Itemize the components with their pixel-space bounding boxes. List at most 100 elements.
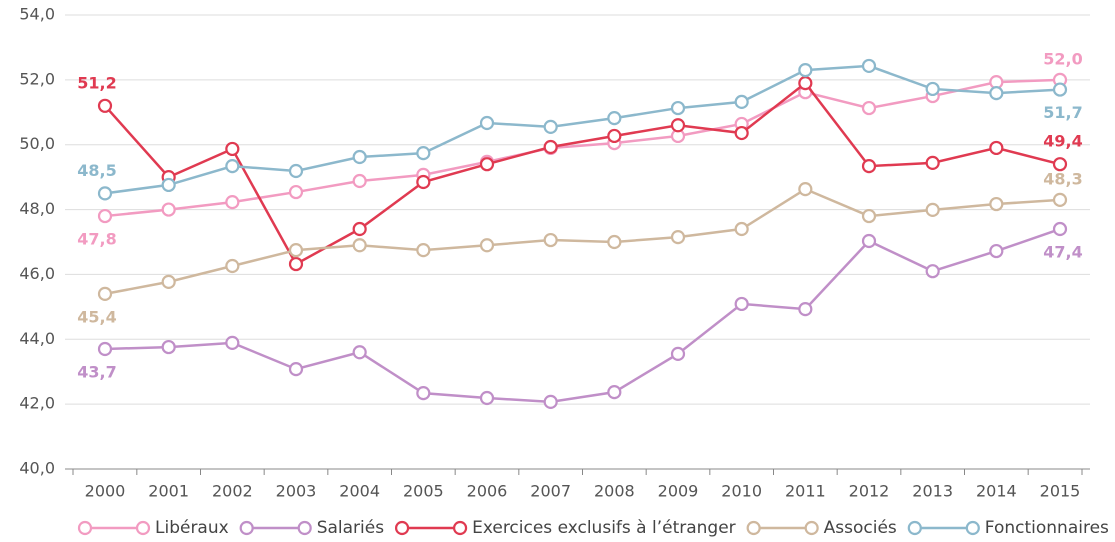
line [104, 78, 1061, 218]
point [543, 119, 558, 134]
point [352, 221, 367, 237]
point [161, 177, 176, 193]
y-tick-label: 52,0 [19, 69, 55, 88]
value-label: 51,7 [1043, 103, 1082, 122]
point [670, 230, 686, 245]
value-label: 51,2 [77, 73, 116, 92]
point [288, 362, 304, 377]
value-label: 52,0 [1043, 49, 1082, 68]
x-tick-label: 2013 [912, 482, 953, 501]
value-label: 48,5 [77, 161, 116, 180]
legend-marker [239, 520, 254, 536]
point [861, 100, 877, 116]
x-tick-label: 2008 [594, 482, 635, 501]
point [97, 286, 113, 301]
point [1052, 82, 1068, 97]
point [288, 243, 304, 258]
point [989, 140, 1004, 156]
point [352, 345, 367, 360]
point [925, 81, 940, 97]
point [1052, 157, 1068, 172]
point [989, 196, 1004, 212]
point [416, 174, 431, 190]
line [104, 64, 1061, 195]
y-tick-label: 50,0 [19, 134, 55, 153]
line [104, 227, 1061, 404]
x-tick-label: 2011 [785, 482, 826, 501]
y-tick-label: 48,0 [19, 199, 55, 218]
point [97, 186, 113, 201]
point [734, 125, 749, 141]
line [104, 187, 1061, 296]
point [479, 115, 495, 131]
point [97, 341, 113, 357]
point [543, 139, 558, 155]
point [225, 141, 240, 157]
x-tick-label: 2002 [212, 482, 253, 501]
point [288, 163, 304, 179]
x-tick-label: 2015 [1040, 482, 1081, 501]
point [798, 63, 813, 78]
point [416, 386, 431, 401]
point [861, 208, 877, 224]
series [97, 182, 1068, 301]
series [97, 72, 1068, 224]
point [288, 184, 304, 200]
point [161, 339, 176, 355]
y-tick-label: 44,0 [19, 329, 55, 348]
legend-marker [907, 520, 922, 536]
legend-marker [452, 520, 468, 536]
point [670, 100, 686, 116]
point [225, 159, 240, 174]
x-tick-label: 2014 [976, 482, 1017, 501]
point [861, 233, 877, 249]
x-tick-label: 2006 [467, 482, 508, 501]
legend-label: Fonctionnaires [985, 518, 1109, 538]
point [798, 302, 813, 317]
point [479, 157, 495, 172]
point [989, 86, 1004, 101]
legend-marker [135, 520, 151, 536]
point [734, 296, 749, 312]
x-tick-label: 2007 [530, 482, 571, 501]
legend-marker [77, 520, 93, 536]
point [607, 234, 622, 250]
point [925, 202, 940, 217]
point [543, 394, 558, 409]
value-label: 47,4 [1043, 243, 1082, 262]
point [352, 149, 367, 165]
point [1052, 221, 1068, 237]
point [989, 243, 1004, 259]
value-label: 49,4 [1043, 132, 1082, 151]
point [225, 258, 240, 274]
point [861, 159, 877, 174]
legend-label: Libéraux [155, 518, 229, 538]
point [798, 182, 813, 197]
legend-label: Salariés [317, 518, 385, 538]
legend-marker [804, 520, 819, 536]
series [97, 58, 1068, 201]
x-tick-label: 2003 [276, 482, 317, 501]
legend-marker [394, 520, 410, 536]
legend-marker [746, 520, 761, 536]
x-tick-label: 2010 [721, 482, 762, 501]
point [225, 335, 240, 350]
y-tick-label: 54,0 [19, 5, 55, 24]
x-tick-label: 2004 [339, 482, 380, 501]
point [734, 221, 749, 237]
point [352, 238, 367, 253]
point [607, 385, 622, 400]
point [479, 238, 495, 253]
point [607, 128, 622, 144]
x-tick-label: 2012 [849, 482, 890, 501]
value-label: 48,3 [1043, 169, 1082, 188]
point [925, 264, 940, 279]
value-label: 45,4 [77, 307, 116, 326]
x-tick-label: 2001 [148, 482, 189, 501]
point [288, 256, 304, 272]
legend-marker [297, 520, 312, 536]
y-tick-label: 42,0 [19, 394, 55, 413]
point [161, 202, 176, 217]
y-tick-label: 46,0 [19, 264, 55, 283]
